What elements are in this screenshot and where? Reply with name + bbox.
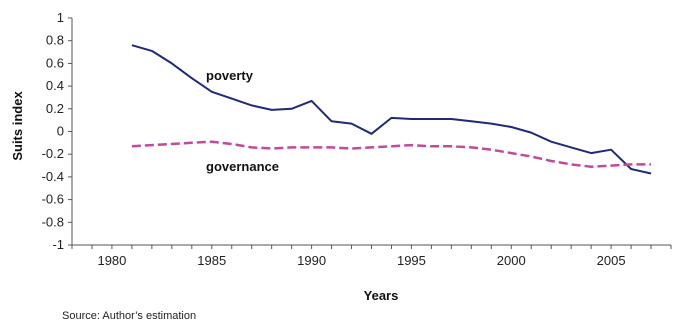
data-point-poverty <box>390 117 392 119</box>
data-point-governance <box>430 145 432 147</box>
data-point-governance <box>510 152 512 154</box>
data-point-poverty <box>171 62 173 64</box>
data-point-governance <box>390 145 392 147</box>
series-label-poverty: poverty <box>206 68 254 83</box>
data-point-poverty <box>470 120 472 122</box>
data-point-governance <box>490 149 492 151</box>
axes <box>71 18 671 246</box>
y-tick-label: 0 <box>57 124 64 139</box>
series-line-governance <box>131 140 651 168</box>
data-point-governance <box>191 142 193 144</box>
y-tick-label: 0.6 <box>46 55 64 70</box>
data-point-poverty <box>410 118 412 120</box>
data-point-governance <box>470 146 472 148</box>
y-tick-label: 0.2 <box>46 101 64 116</box>
data-point-governance <box>410 144 412 146</box>
data-point-governance <box>650 163 652 165</box>
y-tick-label: 0.4 <box>46 78 64 93</box>
x-tick-label: 2005 <box>597 253 626 268</box>
data-point-governance <box>291 146 293 148</box>
data-point-poverty <box>351 123 353 125</box>
data-point-governance <box>530 155 532 157</box>
data-point-poverty <box>131 44 133 46</box>
data-point-governance <box>610 165 612 167</box>
x-tick-label: 1985 <box>197 253 226 268</box>
data-point-governance <box>211 141 213 143</box>
data-point-governance <box>550 160 552 162</box>
data-point-poverty <box>650 172 652 174</box>
y-tick-label: 1 <box>57 10 64 25</box>
data-point-governance <box>351 148 353 150</box>
data-point-poverty <box>291 108 293 110</box>
y-axis-title: Suits index <box>10 91 25 161</box>
data-point-governance <box>271 148 273 150</box>
data-point-poverty <box>271 109 273 111</box>
data-point-poverty <box>191 77 193 79</box>
data-point-poverty <box>530 132 532 134</box>
x-axis-title: Years <box>364 288 399 303</box>
data-point-poverty <box>450 118 452 120</box>
data-point-governance <box>570 163 572 165</box>
series-label-governance: governance <box>206 159 279 174</box>
data-point-poverty <box>251 104 253 106</box>
data-point-governance <box>151 144 153 146</box>
series-lines <box>131 44 652 175</box>
x-tick-label: 1995 <box>397 253 426 268</box>
data-point-poverty <box>550 141 552 143</box>
ticks: 1 0.8 0.6 0.4 0.2 0 -0.2 -0.4 -0.6 -0.8 -1 1980 1985… <box>42 10 672 268</box>
data-point-governance <box>450 145 452 147</box>
data-point-poverty <box>231 98 233 100</box>
data-point-governance <box>331 146 333 148</box>
data-point-governance <box>371 146 373 148</box>
y-tick-label: -0.8 <box>42 214 64 229</box>
data-point-poverty <box>510 126 512 128</box>
x-tick-label: 1990 <box>297 253 326 268</box>
x-tick-label: 1980 <box>97 253 126 268</box>
data-point-poverty <box>430 118 432 120</box>
data-point-poverty <box>311 100 313 102</box>
data-point-poverty <box>331 120 333 122</box>
y-tick-label: -1 <box>52 237 64 252</box>
y-tick-label: -0.4 <box>42 169 64 184</box>
data-point-governance <box>251 146 253 148</box>
y-tick-label: 0.8 <box>46 33 64 48</box>
data-point-governance <box>590 166 592 168</box>
y-tick-label: -0.6 <box>42 192 64 207</box>
data-point-governance <box>131 145 133 147</box>
data-point-governance <box>630 163 632 165</box>
data-point-poverty <box>610 149 612 151</box>
data-point-poverty <box>630 168 632 170</box>
data-point-poverty <box>590 152 592 154</box>
y-tick-label: -0.2 <box>42 146 64 161</box>
data-point-governance <box>311 146 313 148</box>
data-point-poverty <box>490 123 492 125</box>
source-note: Source: Author’s estimation <box>62 310 196 322</box>
data-point-poverty <box>151 50 153 52</box>
data-point-poverty <box>570 146 572 148</box>
data-point-poverty <box>211 91 213 93</box>
data-point-governance <box>231 143 233 145</box>
data-point-poverty <box>371 133 373 135</box>
series-line-poverty <box>131 44 652 175</box>
x-tick-label: 2000 <box>497 253 526 268</box>
data-point-governance <box>171 143 173 145</box>
